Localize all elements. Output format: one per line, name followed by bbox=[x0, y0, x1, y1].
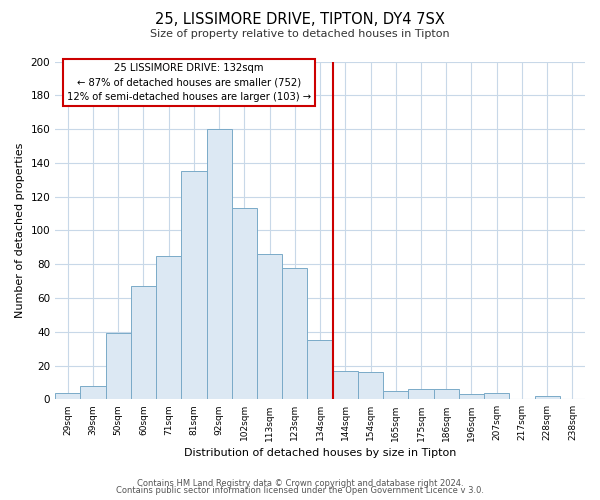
Text: Size of property relative to detached houses in Tipton: Size of property relative to detached ho… bbox=[150, 29, 450, 39]
Bar bbox=[282, 268, 307, 400]
Bar bbox=[459, 394, 484, 400]
Bar bbox=[206, 129, 232, 400]
Bar bbox=[307, 340, 332, 400]
Bar bbox=[409, 389, 434, 400]
Text: Contains HM Land Registry data © Crown copyright and database right 2024.: Contains HM Land Registry data © Crown c… bbox=[137, 478, 463, 488]
Bar bbox=[535, 396, 560, 400]
Bar bbox=[232, 208, 257, 400]
Bar bbox=[156, 256, 181, 400]
Bar bbox=[131, 286, 156, 400]
Bar bbox=[181, 172, 206, 400]
Text: Contains public sector information licensed under the Open Government Licence v : Contains public sector information licen… bbox=[116, 486, 484, 495]
Bar bbox=[434, 389, 459, 400]
Text: 25 LISSIMORE DRIVE: 132sqm
← 87% of detached houses are smaller (752)
12% of sem: 25 LISSIMORE DRIVE: 132sqm ← 87% of deta… bbox=[67, 63, 311, 102]
Y-axis label: Number of detached properties: Number of detached properties bbox=[15, 142, 25, 318]
Bar bbox=[332, 370, 358, 400]
Bar bbox=[80, 386, 106, 400]
Text: 25, LISSIMORE DRIVE, TIPTON, DY4 7SX: 25, LISSIMORE DRIVE, TIPTON, DY4 7SX bbox=[155, 12, 445, 28]
Bar bbox=[358, 372, 383, 400]
Bar bbox=[383, 391, 409, 400]
Bar bbox=[55, 392, 80, 400]
Bar bbox=[484, 392, 509, 400]
Bar bbox=[106, 334, 131, 400]
X-axis label: Distribution of detached houses by size in Tipton: Distribution of detached houses by size … bbox=[184, 448, 456, 458]
Bar bbox=[257, 254, 282, 400]
